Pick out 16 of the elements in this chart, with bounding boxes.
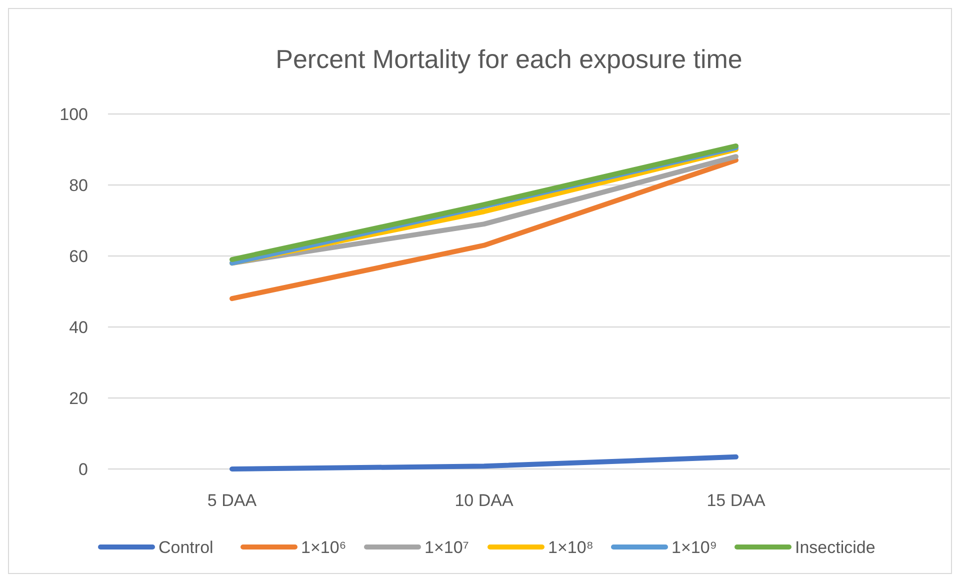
legend-label: Insecticide — [795, 538, 876, 557]
x-tick-label: 15 DAA — [706, 491, 766, 510]
legend-label: 1×10⁶ — [301, 538, 346, 557]
y-tick-label: 100 — [60, 105, 88, 124]
y-tick-label: 60 — [69, 247, 88, 266]
y-tick-label: 80 — [69, 176, 88, 195]
legend-label: Control — [158, 538, 214, 557]
legend-label: 1×10⁷ — [424, 538, 469, 557]
legend-label: 1×10⁸ — [548, 538, 594, 557]
y-tick-label: 40 — [69, 318, 88, 337]
x-tick-label: 10 DAA — [454, 491, 514, 510]
y-tick-label: 0 — [78, 460, 88, 479]
legend-label: 1×10⁹ — [672, 538, 718, 557]
x-tick-label: 5 DAA — [207, 491, 258, 510]
y-tick-label: 20 — [69, 389, 88, 408]
chart-title: Percent Mortality for each exposure time — [276, 44, 742, 74]
